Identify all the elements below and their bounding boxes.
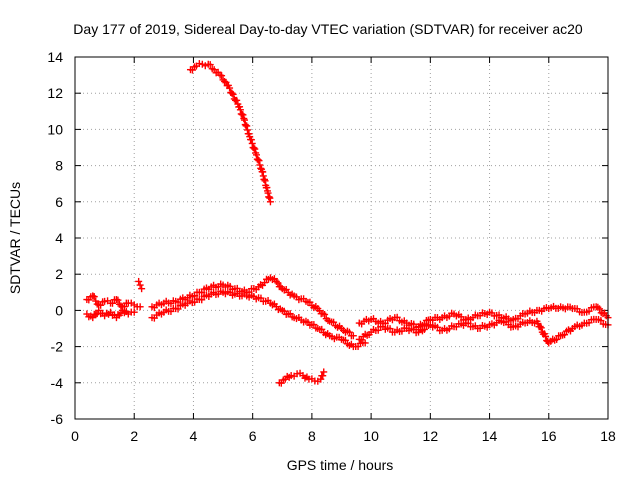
data-point (252, 151, 260, 159)
y-tick-label: -2 (51, 339, 64, 355)
y-tick-label: 10 (47, 121, 63, 137)
data-point (136, 281, 144, 289)
data-point (236, 106, 244, 114)
x-tick-label: 18 (600, 428, 616, 444)
x-tick-labels: 0 2 4 6 8 10 12 14 16 18 (71, 428, 616, 444)
x-tick-label: 14 (482, 428, 498, 444)
data-point (349, 332, 357, 340)
grid (75, 57, 608, 419)
data-point (420, 325, 428, 333)
data-point (92, 311, 100, 319)
data-point (92, 297, 100, 305)
y-tick-label: -4 (51, 375, 64, 391)
data-point (361, 339, 369, 347)
data-point (254, 156, 262, 164)
data-point (226, 84, 234, 92)
data-point (247, 136, 255, 144)
data-point (109, 299, 117, 307)
data-point (130, 308, 138, 316)
axis-ticks (74, 56, 609, 420)
data-point (536, 322, 544, 330)
data-point (596, 305, 604, 313)
data-point (321, 310, 329, 318)
data-point (89, 292, 97, 300)
x-tick-label: 0 (71, 428, 79, 444)
data-point (241, 121, 249, 129)
data-point (542, 332, 550, 340)
x-tick-label: 8 (308, 428, 316, 444)
y-tick-labels: -6 -4 -2 0 2 4 6 8 10 12 14 (47, 49, 63, 427)
data-point (243, 122, 251, 130)
x-tick-label: 2 (130, 428, 138, 444)
y-tick-label: 8 (55, 158, 63, 174)
y-tick-label: 12 (47, 85, 63, 101)
data-point (206, 61, 214, 69)
data-points (83, 60, 612, 387)
data-point (120, 303, 128, 311)
data-point (138, 285, 146, 293)
y-tick-label: 6 (55, 194, 63, 210)
x-tick-label: 10 (363, 428, 379, 444)
data-point (537, 324, 545, 332)
data-point (255, 157, 263, 165)
x-axis-label: GPS time / hours (287, 457, 394, 473)
y-axis-label: SDTVAR / TECUs (7, 182, 23, 294)
data-point (243, 126, 251, 134)
data-point (90, 293, 98, 301)
x-tick-label: 6 (249, 428, 257, 444)
y-tick-label: 2 (55, 266, 63, 282)
data-point (239, 111, 247, 119)
data-point (248, 139, 256, 147)
data-point (93, 300, 101, 308)
data-point (117, 302, 125, 310)
data-point (229, 90, 237, 98)
data-point (250, 144, 258, 152)
data-point (218, 72, 226, 80)
data-point (266, 198, 274, 206)
data-point (233, 96, 241, 104)
data-point (320, 368, 328, 376)
y-tick-label: 14 (47, 49, 63, 65)
x-tick-label: 4 (190, 428, 198, 444)
data-point (241, 116, 249, 124)
x-tick-label: 12 (423, 428, 439, 444)
chart-title: Day 177 of 2019, Sidereal Day-to-day VTE… (73, 21, 583, 37)
data-point (553, 335, 561, 343)
data-point (274, 279, 282, 287)
data-point (251, 145, 259, 153)
data-point (221, 77, 229, 85)
data-point (272, 277, 280, 285)
data-point (240, 115, 248, 123)
data-point (330, 318, 338, 326)
y-tick-label: 0 (55, 302, 63, 318)
data-point (114, 296, 122, 304)
data-point (256, 161, 264, 169)
data-point (136, 303, 144, 311)
data-point (341, 336, 349, 344)
data-point (228, 89, 236, 97)
plot-frame (74, 56, 609, 420)
x-tick-label: 16 (541, 428, 557, 444)
data-point (319, 372, 327, 380)
y-tick-label: 4 (55, 230, 63, 246)
data-point (135, 277, 143, 285)
data-point (345, 328, 353, 336)
data-point (594, 303, 602, 311)
y-tick-label: -6 (51, 411, 64, 427)
data-point (561, 331, 569, 339)
data-point (257, 164, 265, 172)
